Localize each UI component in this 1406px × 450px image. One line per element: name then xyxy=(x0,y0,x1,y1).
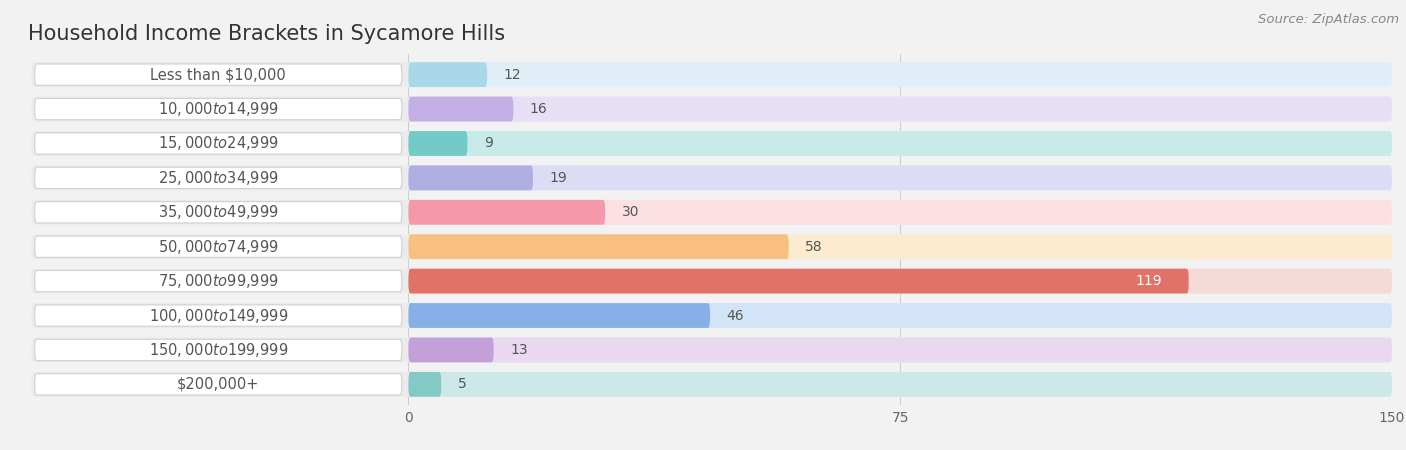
FancyBboxPatch shape xyxy=(408,234,1392,259)
FancyBboxPatch shape xyxy=(31,303,1389,328)
FancyBboxPatch shape xyxy=(35,374,402,395)
Text: $15,000 to $24,999: $15,000 to $24,999 xyxy=(157,135,278,153)
FancyBboxPatch shape xyxy=(408,303,710,328)
FancyBboxPatch shape xyxy=(408,269,1188,293)
FancyBboxPatch shape xyxy=(408,200,605,225)
FancyBboxPatch shape xyxy=(35,305,402,326)
Text: 46: 46 xyxy=(727,309,744,323)
FancyBboxPatch shape xyxy=(35,202,402,223)
Text: $200,000+: $200,000+ xyxy=(177,377,260,392)
FancyBboxPatch shape xyxy=(31,372,1389,397)
FancyBboxPatch shape xyxy=(408,62,486,87)
FancyBboxPatch shape xyxy=(35,64,402,86)
FancyBboxPatch shape xyxy=(408,234,789,259)
FancyBboxPatch shape xyxy=(35,133,402,154)
FancyBboxPatch shape xyxy=(408,166,1392,190)
FancyBboxPatch shape xyxy=(31,269,1389,293)
FancyBboxPatch shape xyxy=(408,97,1392,122)
FancyBboxPatch shape xyxy=(35,270,402,292)
Text: Household Income Brackets in Sycamore Hills: Household Income Brackets in Sycamore Hi… xyxy=(28,24,505,44)
FancyBboxPatch shape xyxy=(35,167,402,189)
Text: 5: 5 xyxy=(457,378,467,392)
FancyBboxPatch shape xyxy=(408,338,1392,362)
FancyBboxPatch shape xyxy=(408,269,1392,293)
FancyBboxPatch shape xyxy=(408,97,513,122)
Text: $10,000 to $14,999: $10,000 to $14,999 xyxy=(157,100,278,118)
FancyBboxPatch shape xyxy=(31,200,1389,225)
FancyBboxPatch shape xyxy=(31,234,1389,259)
FancyBboxPatch shape xyxy=(408,372,1392,397)
Text: 58: 58 xyxy=(806,240,823,254)
Text: 19: 19 xyxy=(550,171,567,185)
FancyBboxPatch shape xyxy=(408,131,1392,156)
Text: 30: 30 xyxy=(621,205,638,219)
Text: Less than $10,000: Less than $10,000 xyxy=(150,67,287,82)
Text: 119: 119 xyxy=(1136,274,1163,288)
Text: 13: 13 xyxy=(510,343,527,357)
FancyBboxPatch shape xyxy=(31,338,1389,362)
Text: 9: 9 xyxy=(484,136,492,150)
FancyBboxPatch shape xyxy=(35,236,402,257)
Text: 16: 16 xyxy=(530,102,547,116)
FancyBboxPatch shape xyxy=(31,97,1389,122)
FancyBboxPatch shape xyxy=(31,62,1389,87)
FancyBboxPatch shape xyxy=(408,303,1392,328)
Text: $150,000 to $199,999: $150,000 to $199,999 xyxy=(149,341,288,359)
FancyBboxPatch shape xyxy=(408,166,533,190)
FancyBboxPatch shape xyxy=(408,372,441,397)
Text: $25,000 to $34,999: $25,000 to $34,999 xyxy=(157,169,278,187)
FancyBboxPatch shape xyxy=(408,62,1392,87)
Text: Source: ZipAtlas.com: Source: ZipAtlas.com xyxy=(1258,14,1399,27)
FancyBboxPatch shape xyxy=(408,200,1392,225)
Text: 12: 12 xyxy=(503,68,522,81)
FancyBboxPatch shape xyxy=(35,99,402,120)
Text: $100,000 to $149,999: $100,000 to $149,999 xyxy=(149,306,288,324)
Text: $50,000 to $74,999: $50,000 to $74,999 xyxy=(157,238,278,256)
FancyBboxPatch shape xyxy=(35,339,402,360)
FancyBboxPatch shape xyxy=(31,166,1389,190)
Text: $75,000 to $99,999: $75,000 to $99,999 xyxy=(157,272,278,290)
FancyBboxPatch shape xyxy=(31,131,1389,156)
Text: $35,000 to $49,999: $35,000 to $49,999 xyxy=(157,203,278,221)
FancyBboxPatch shape xyxy=(408,131,467,156)
FancyBboxPatch shape xyxy=(408,338,494,362)
